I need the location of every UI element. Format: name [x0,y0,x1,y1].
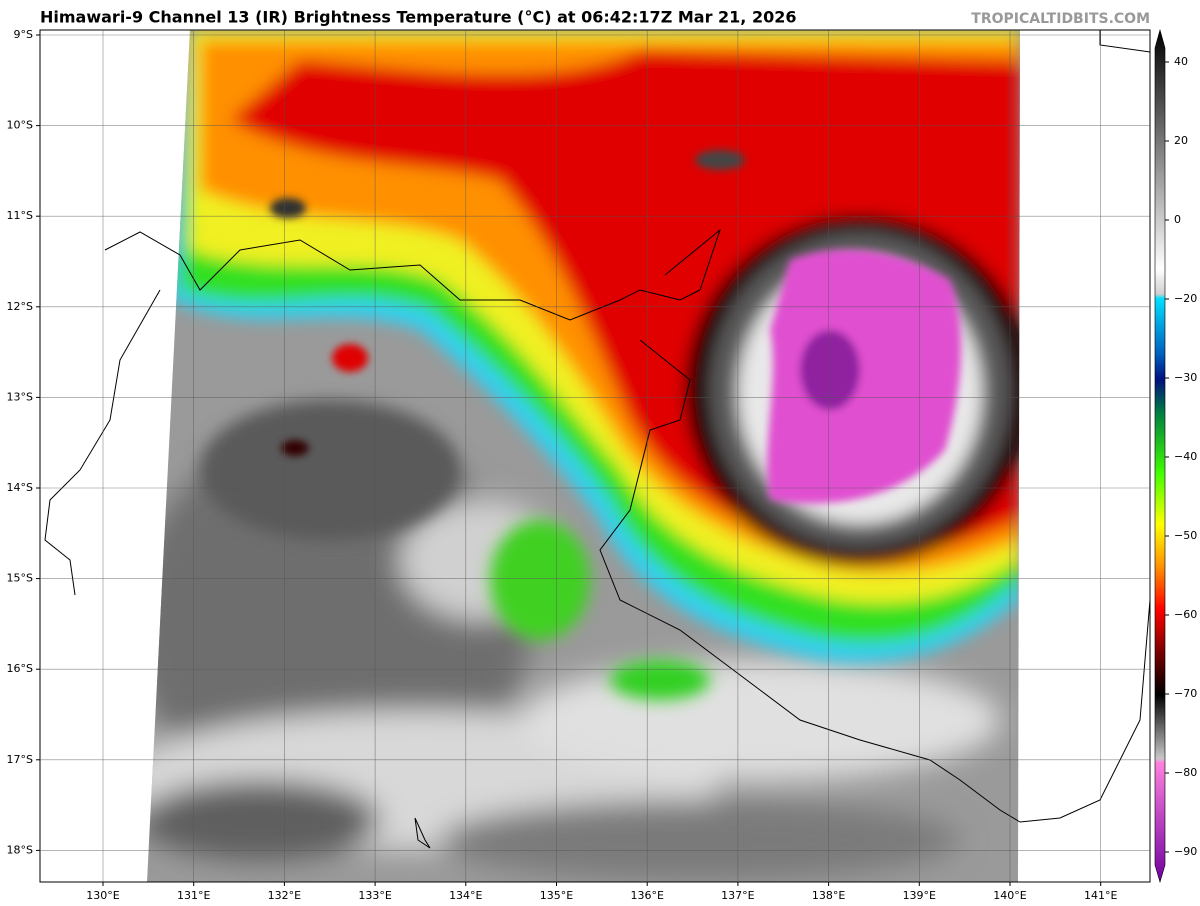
colorbar-label: −50 [1174,529,1197,542]
lon-label: 136°E [630,889,663,902]
lon-label: 134°E [449,889,482,902]
lon-label: 140°E [993,889,1026,902]
lon-label: 139°E [903,889,936,902]
lon-label: 141°E [1084,889,1117,902]
lat-label: 10°S [7,119,33,132]
lat-label: 16°S [7,662,33,675]
lon-label: 133°E [358,889,391,902]
lon-label: 130°E [86,889,119,902]
colorbar-label: 40 [1174,55,1188,68]
colorbar-label: −70 [1174,687,1197,700]
lon-label: 135°E [540,889,573,902]
lon-label: 131°E [177,889,210,902]
colorbar [1154,28,1166,884]
credit: TROPICALTIDBITS.COM [971,11,1150,27]
colorbar-ramp [1154,28,1166,884]
lon-label: 132°E [268,889,301,902]
colorbar-label: −30 [1174,371,1197,384]
imagery [44,30,1150,882]
colorbar-label: 0 [1174,213,1181,226]
lat-label: 11°S [7,209,33,222]
title: Himawari-9 Channel 13 (IR) Brightness Te… [40,8,796,27]
lat-label: 9°S [14,28,33,41]
lat-label: 12°S [7,300,33,313]
lat-label: 15°S [7,572,33,585]
colorbar-label: −40 [1174,450,1197,463]
lon-label: 137°E [721,889,754,902]
colorbar-label: −60 [1174,608,1197,621]
lon-label: 138°E [812,889,845,902]
lat-label: 14°S [7,481,33,494]
lat-label: 13°S [7,390,33,403]
lat-label: 17°S [7,753,33,766]
colorbar-label: −90 [1174,845,1197,858]
colorbar-label: −20 [1174,292,1197,305]
lat-label: 18°S [7,843,33,856]
colorbar-label: 20 [1174,134,1188,147]
colorbar-label: −80 [1174,766,1197,779]
plot-frame [39,29,1151,883]
